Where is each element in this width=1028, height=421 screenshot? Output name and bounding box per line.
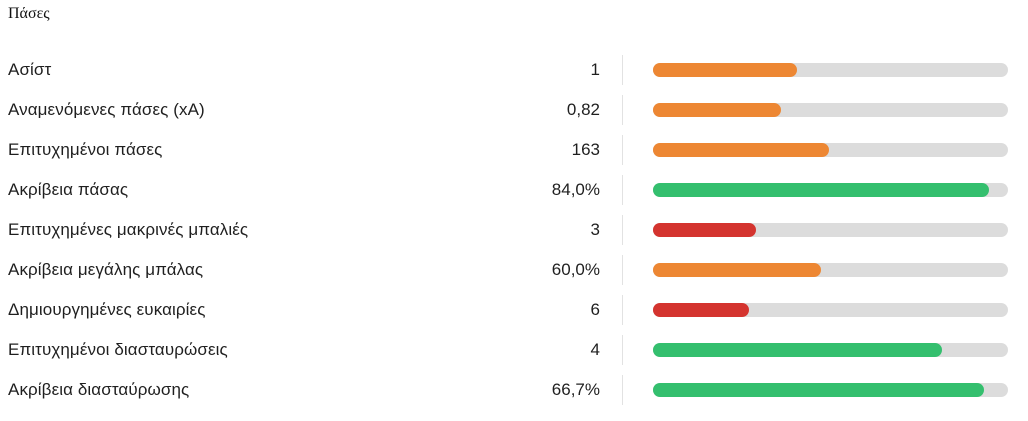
stat-bar-track xyxy=(653,223,1008,237)
stat-bar-fill xyxy=(653,63,797,77)
stat-label: Ασίστ xyxy=(8,60,52,79)
stat-row: Αναμενόμενες πάσες (xA) 0,82 xyxy=(0,90,1028,130)
stat-value: 84,0% xyxy=(551,180,600,199)
stat-bar-fill xyxy=(653,183,990,197)
stat-label: Ακρίβεια πάσας xyxy=(8,180,129,199)
stat-label: Επιτυχημένες μακρινές μπαλιές xyxy=(8,220,249,239)
stat-value: 60,0% xyxy=(551,260,600,279)
stat-bar-track xyxy=(653,383,1008,397)
stat-row-left: Ακρίβεια διασταύρωσης 66,7% xyxy=(8,380,600,400)
row-divider xyxy=(622,215,623,245)
stat-bar-fill xyxy=(653,143,829,157)
stat-value: 6 xyxy=(590,300,600,319)
stat-value: 4 xyxy=(590,340,600,359)
stat-bar-fill xyxy=(653,343,942,357)
stat-row-left: Επιτυχημένοι πάσες 163 xyxy=(8,140,600,160)
stat-bar-track xyxy=(653,183,1008,197)
row-divider xyxy=(622,255,623,285)
stat-value: 0,82 xyxy=(566,100,600,119)
row-divider xyxy=(622,55,623,85)
row-divider xyxy=(622,95,623,125)
row-divider xyxy=(622,295,623,325)
row-divider xyxy=(622,335,623,365)
stat-row-left: Επιτυχημένες μακρινές μπαλιές 3 xyxy=(8,220,600,240)
stats-rows: Ασίστ 1 Αναμενόμενες πάσες (xA) 0,82 Επι… xyxy=(0,50,1028,410)
stat-label: Επιτυχημένοι πάσες xyxy=(8,140,163,159)
stat-row: Επιτυχημένοι πάσες 163 xyxy=(0,130,1028,170)
stat-row: Επιτυχημένες μακρινές μπαλιές 3 xyxy=(0,210,1028,250)
stat-bar-track xyxy=(653,303,1008,317)
stat-value: 66,7% xyxy=(551,380,600,399)
stat-row-left: Ασίστ 1 xyxy=(8,60,600,80)
stat-bar-track xyxy=(653,63,1008,77)
stat-label: Ακρίβεια διασταύρωσης xyxy=(8,380,190,399)
stat-row: Ακρίβεια μεγάλης μπάλας 60,0% xyxy=(0,250,1028,290)
stat-label: Δημιουργημένες ευκαιρίες xyxy=(8,300,206,319)
stat-row-left: Δημιουργημένες ευκαιρίες 6 xyxy=(8,300,600,320)
stat-row: Δημιουργημένες ευκαιρίες 6 xyxy=(0,290,1028,330)
stat-bar-track xyxy=(653,343,1008,357)
stat-row-left: Επιτυχημένοι διασταυρώσεις 4 xyxy=(8,340,600,360)
stat-row: Ακρίβεια πάσας 84,0% xyxy=(0,170,1028,210)
stat-row: Επιτυχημένοι διασταυρώσεις 4 xyxy=(0,330,1028,370)
stat-bar-fill xyxy=(653,223,756,237)
stat-value: 3 xyxy=(590,220,600,239)
stat-row-left: Ακρίβεια μεγάλης μπάλας 60,0% xyxy=(8,260,600,280)
stat-value: 1 xyxy=(590,60,600,79)
stat-bar-track xyxy=(653,143,1008,157)
stat-bar-fill xyxy=(653,263,821,277)
stat-label: Αναμενόμενες πάσες (xA) xyxy=(8,100,205,119)
row-divider xyxy=(622,135,623,165)
stat-row-left: Αναμενόμενες πάσες (xA) 0,82 xyxy=(8,100,600,120)
row-divider xyxy=(622,375,623,405)
stat-label: Επιτυχημένοι διασταυρώσεις xyxy=(8,340,228,359)
stat-bar-fill xyxy=(653,103,781,117)
stat-value: 163 xyxy=(571,140,600,159)
stat-row-left: Ακρίβεια πάσας 84,0% xyxy=(8,180,600,200)
row-divider xyxy=(622,175,623,205)
stat-bar-track xyxy=(653,103,1008,117)
stat-row: Ακρίβεια διασταύρωσης 66,7% xyxy=(0,370,1028,410)
stat-row: Ασίστ 1 xyxy=(0,50,1028,90)
section-title: Πάσες xyxy=(8,5,50,22)
stat-bar-track xyxy=(653,263,1008,277)
stat-bar-fill xyxy=(653,303,750,317)
stat-bar-fill xyxy=(653,383,984,397)
stat-label: Ακρίβεια μεγάλης μπάλας xyxy=(8,260,204,279)
